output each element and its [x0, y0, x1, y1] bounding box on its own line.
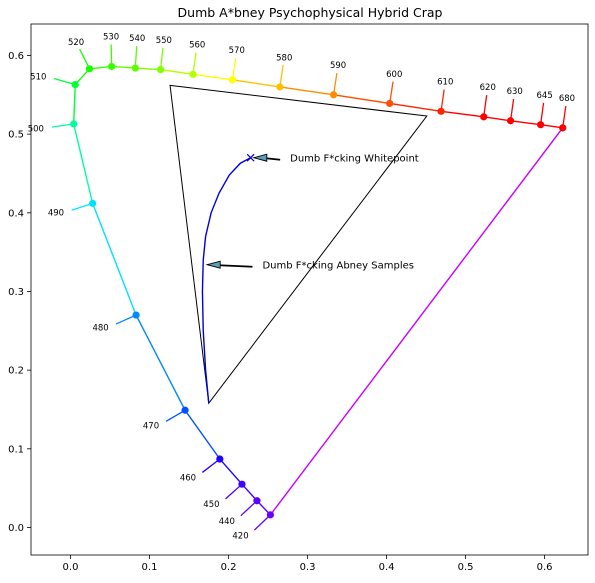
wavelength-marker [132, 64, 139, 71]
annotation-arrow-head [207, 261, 220, 268]
annotation-arrow-head [254, 154, 267, 161]
x-tick-label: 0.4 [379, 562, 395, 573]
annotation-text: Dumb F*cking Abney Samples [262, 261, 413, 272]
wavelength-marker [70, 120, 77, 127]
wavelength-marker [267, 511, 274, 518]
spectral-locus-segment [135, 68, 160, 70]
spectral-locus-segment [193, 74, 233, 80]
wavelength-label: 520 [68, 38, 84, 48]
spectral-locus-segment [280, 87, 334, 95]
wavelength-label: 500 [28, 124, 44, 134]
wavelength-marker [108, 63, 115, 70]
x-tick-label: 0.2 [221, 562, 237, 573]
wavelength-label: 560 [189, 41, 205, 51]
wavelength-label: 680 [559, 94, 575, 104]
y-tick-label: 0.3 [8, 287, 24, 298]
y-tick-label: 0.5 [8, 130, 24, 141]
wavelength-label: 610 [437, 78, 453, 88]
gamut-triangle [170, 85, 427, 403]
wavelength-label: 510 [30, 72, 46, 82]
annotation-text: Dumb F*cking Whitepoint [290, 154, 419, 165]
wavelength-marker [330, 91, 337, 98]
plot-frame [31, 24, 588, 555]
annotations: Dumb F*cking Whitepoint Dumb F*cking Abne… [207, 154, 419, 272]
wavelength-marker [189, 71, 196, 78]
wavelength-label: 460 [180, 473, 196, 483]
spectral-locus-segment [74, 124, 93, 203]
wavelength-label: 570 [229, 46, 245, 56]
wavelength-marker [238, 481, 245, 488]
wavelength-label: 630 [507, 87, 523, 97]
axes: 0.0 0.1 0.2 0.3 0.4 0.5 0.6 0.0 0.1 0.2 0.3 0.4 0.5 0… [8, 51, 552, 573]
wavelength-marker [480, 113, 487, 120]
wavelength-marker [537, 121, 544, 128]
wavelength-label: 600 [386, 70, 402, 80]
spectral-locus-segment [220, 459, 242, 484]
wavelength-marker [86, 65, 93, 72]
wavelength-label: 550 [156, 36, 172, 46]
annotation-arrow-shaft [266, 158, 280, 160]
wavelength-marker [507, 117, 514, 124]
spectral-locus-segment [484, 117, 511, 121]
wavelength-label: 530 [103, 32, 119, 42]
wavelength-label: 470 [143, 421, 159, 431]
spectral-locus-segment [232, 80, 279, 87]
abney-samples-line [202, 158, 250, 403]
y-tick-label: 0.2 [8, 366, 24, 377]
spectral-locus-segment [185, 410, 220, 459]
wavelength-marker [253, 497, 260, 504]
x-tick-label: 0.0 [63, 562, 79, 573]
spectral-locus-segment [441, 111, 484, 117]
wavelength-marker [72, 81, 79, 88]
x-tick-label: 0.1 [142, 562, 158, 573]
wavelength-label: 590 [330, 61, 346, 71]
wavelength-marker [132, 311, 139, 318]
wavelength-label: 440 [219, 517, 235, 527]
wavelength-label: 480 [92, 323, 108, 333]
wavelength-marker [229, 76, 236, 83]
y-tick-label: 0.6 [8, 51, 24, 62]
x-tick-label: 0.3 [300, 562, 316, 573]
wavelength-label: 620 [480, 83, 496, 93]
wavelength-label: 450 [203, 500, 219, 510]
wavelength-marker [276, 83, 283, 90]
wavelength-label: 490 [48, 209, 64, 219]
x-tick-label: 0.5 [458, 562, 474, 573]
wavelength-marker [157, 66, 164, 73]
spectral-locus-segment [136, 315, 185, 410]
wavelength-marker [437, 108, 444, 115]
spectral-locus-segment [161, 70, 193, 75]
wavelength-marker [89, 200, 96, 207]
spectral-locus-segment [390, 103, 441, 111]
annotation-arrow-shaft [219, 265, 252, 267]
wavelength-marker [181, 407, 188, 414]
wavelength-marker [559, 124, 566, 131]
wavelength-label: 420 [232, 532, 248, 542]
y-tick-label: 0.1 [8, 444, 24, 455]
purple-line [270, 128, 562, 515]
wavelength-label: 540 [129, 34, 145, 44]
spectral-locus-segment [74, 85, 76, 124]
spectral-locus-segment [334, 95, 390, 104]
x-tick-label: 0.6 [537, 562, 553, 573]
spectral-locus-segment [93, 203, 136, 315]
wavelength-marker [216, 455, 223, 462]
wavelength-marker [386, 100, 393, 107]
y-tick-label: 0.0 [8, 523, 24, 534]
wavelength-label: 645 [537, 91, 553, 101]
spectral-locus-segment [511, 121, 541, 125]
wavelength-label: 580 [276, 53, 292, 63]
y-tick-label: 0.4 [8, 208, 24, 219]
chart-title: Dumb A*bney Psychophysical Hybrid Crap [30, 5, 590, 20]
